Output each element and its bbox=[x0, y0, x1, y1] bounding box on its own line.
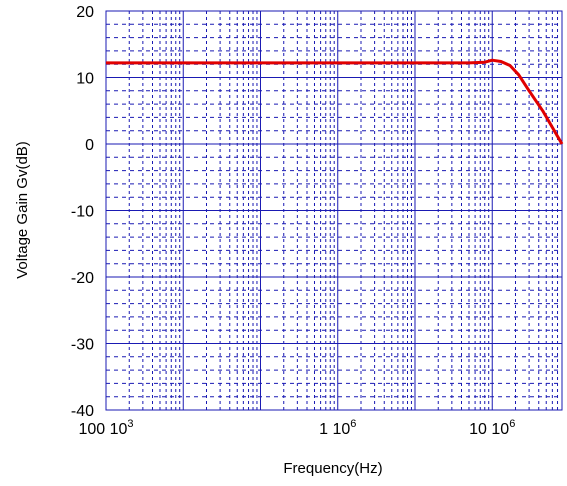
y-tick-label: 10 bbox=[76, 71, 94, 88]
y-tick-label: 20 bbox=[76, 4, 94, 21]
y-tick-label: -10 bbox=[71, 204, 94, 221]
x-tick-labels: 100 103 1 106 10 106 bbox=[78, 418, 515, 438]
y-tick-label: -40 bbox=[71, 403, 94, 420]
y-tick-label: 0 bbox=[85, 137, 94, 154]
y-tick-label: -20 bbox=[71, 270, 94, 287]
gain-line bbox=[106, 58, 564, 145]
plot-area-frame bbox=[105, 10, 563, 411]
x-axis-label: Frequency(Hz) bbox=[283, 460, 382, 477]
series-layer bbox=[106, 58, 564, 145]
y-tick-label: -30 bbox=[71, 337, 94, 354]
x-tick-label: 100 103 bbox=[78, 418, 133, 438]
x-tick-label: 1 106 bbox=[319, 418, 356, 438]
y-axis-label: Voltage Gain Gv(dB) bbox=[14, 141, 31, 279]
y-tick-labels: 20 10 0 -10 -20 -30 -40 bbox=[71, 4, 94, 420]
x-tick-label: 10 106 bbox=[469, 418, 515, 438]
